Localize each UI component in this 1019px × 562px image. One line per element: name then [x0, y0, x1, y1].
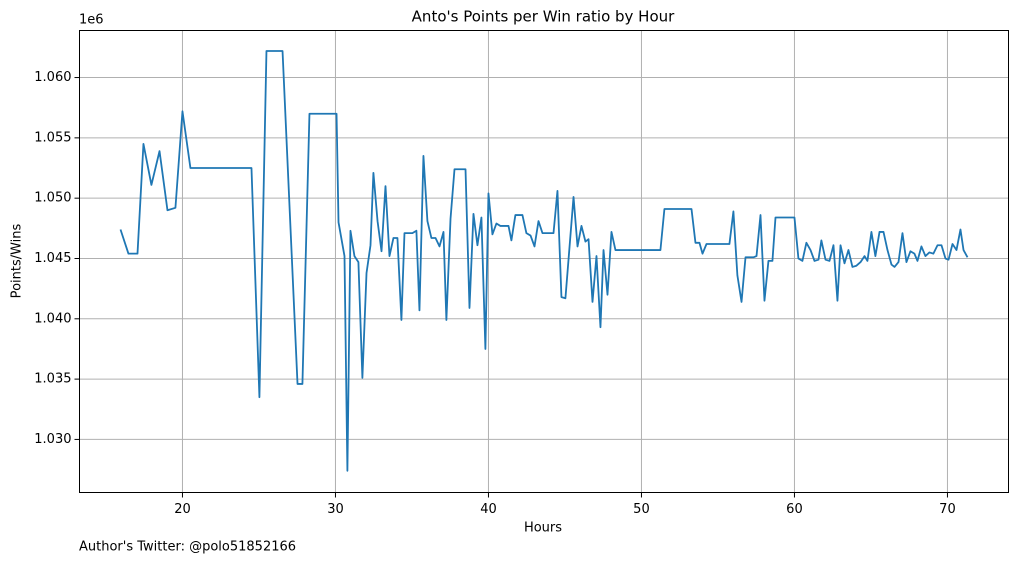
x-tick-label: 50 — [633, 502, 650, 517]
chart-title: Anto's Points per Win ratio by Hour — [412, 8, 675, 26]
x-tick-label: 20 — [174, 502, 191, 517]
x-tick-label: 40 — [480, 502, 497, 517]
x-tick-label: 70 — [939, 502, 956, 517]
y-axis-label: Points/Wins — [10, 223, 25, 298]
plot — [119, 50, 969, 472]
x-axis-label: Hours — [524, 521, 562, 536]
y-tick-label: 1.050 — [34, 191, 71, 206]
y-tick-label: 1.030 — [34, 432, 71, 447]
x-tick-label: 60 — [786, 502, 803, 517]
y-tick-label: 1.035 — [34, 372, 71, 387]
x-tick-label: 30 — [327, 502, 344, 517]
y-tick-label: 1.040 — [34, 311, 71, 326]
y-tick-label: 1.045 — [34, 251, 71, 266]
y-tick-label: 1.060 — [34, 70, 71, 85]
data-line — [119, 50, 969, 472]
y-tick-label: 1.055 — [34, 130, 71, 145]
plot-frame — [79, 30, 1009, 493]
grid: 20 30 40 50 60 70 1.030 1.035 1.040 1.045 1.050 1.0… — [34, 30, 1009, 517]
y-offset-label: 1e6 — [79, 13, 104, 28]
footnote: Author's Twitter: @polo51852166 — [79, 540, 296, 555]
